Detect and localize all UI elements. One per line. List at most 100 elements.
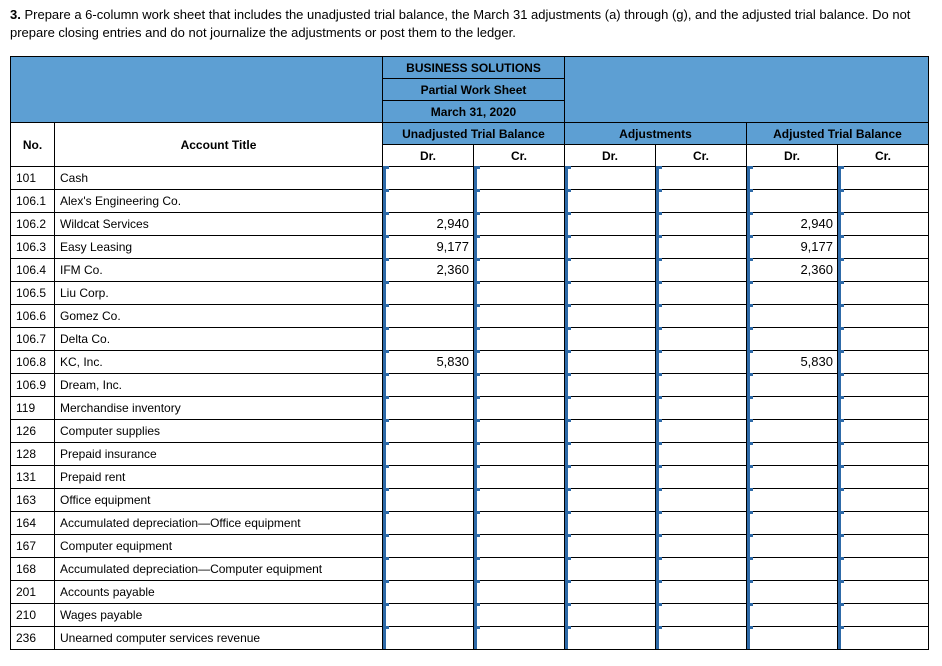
amount-input-utb_dr[interactable] [383, 420, 474, 443]
amount-input-atb_dr[interactable] [747, 282, 838, 305]
amount-input-adj_dr[interactable] [565, 581, 656, 604]
amount-input-utb_cr[interactable] [474, 512, 565, 535]
amount-input-utb_dr[interactable] [383, 443, 474, 466]
amount-input-utb_cr[interactable] [474, 420, 565, 443]
amount-input-atb_cr[interactable] [838, 512, 929, 535]
amount-input-utb_cr[interactable] [474, 581, 565, 604]
amount-input-utb_cr[interactable] [474, 466, 565, 489]
amount-input-adj_dr[interactable] [565, 512, 656, 535]
amount-input-utb_dr[interactable] [383, 282, 474, 305]
amount-input-atb_cr[interactable] [838, 604, 929, 627]
amount-input-adj_dr[interactable] [565, 443, 656, 466]
amount-input-atb_dr[interactable] [747, 604, 838, 627]
amount-input-utb_cr[interactable] [474, 604, 565, 627]
amount-input-atb_dr[interactable]: 2,360 [747, 259, 838, 282]
amount-input-adj_dr[interactable] [565, 259, 656, 282]
amount-input-adj_cr[interactable] [656, 328, 747, 351]
amount-input-utb_dr[interactable] [383, 374, 474, 397]
amount-input-utb_cr[interactable] [474, 558, 565, 581]
amount-input-adj_cr[interactable] [656, 305, 747, 328]
amount-input-utb_cr[interactable] [474, 397, 565, 420]
amount-input-adj_dr[interactable] [565, 282, 656, 305]
amount-input-atb_dr[interactable]: 9,177 [747, 236, 838, 259]
amount-input-utb_dr[interactable] [383, 466, 474, 489]
amount-input-utb_cr[interactable] [474, 236, 565, 259]
amount-input-utb_dr[interactable] [383, 305, 474, 328]
amount-input-adj_dr[interactable] [565, 213, 656, 236]
amount-input-adj_cr[interactable] [656, 604, 747, 627]
amount-input-utb_dr[interactable] [383, 535, 474, 558]
amount-input-adj_cr[interactable] [656, 466, 747, 489]
amount-input-adj_cr[interactable] [656, 282, 747, 305]
amount-input-atb_cr[interactable] [838, 213, 929, 236]
amount-input-utb_cr[interactable] [474, 305, 565, 328]
amount-input-utb_dr[interactable] [383, 512, 474, 535]
amount-input-adj_dr[interactable] [565, 374, 656, 397]
amount-input-adj_dr[interactable] [565, 236, 656, 259]
amount-input-adj_cr[interactable] [656, 512, 747, 535]
amount-input-utb_dr[interactable] [383, 604, 474, 627]
amount-input-adj_cr[interactable] [656, 351, 747, 374]
amount-input-adj_dr[interactable] [565, 466, 656, 489]
amount-input-atb_cr[interactable] [838, 374, 929, 397]
amount-input-adj_dr[interactable] [565, 420, 656, 443]
amount-input-utb_dr[interactable] [383, 190, 474, 213]
amount-input-utb_cr[interactable] [474, 374, 565, 397]
amount-input-utb_dr[interactable] [383, 627, 474, 650]
amount-input-adj_dr[interactable] [565, 627, 656, 650]
amount-input-utb_dr[interactable] [383, 489, 474, 512]
amount-input-utb_cr[interactable] [474, 190, 565, 213]
amount-input-adj_dr[interactable] [565, 489, 656, 512]
amount-input-utb_cr[interactable] [474, 489, 565, 512]
amount-input-atb_cr[interactable] [838, 351, 929, 374]
amount-input-atb_cr[interactable] [838, 397, 929, 420]
amount-input-atb_dr[interactable] [747, 167, 838, 190]
amount-input-adj_dr[interactable] [565, 328, 656, 351]
amount-input-atb_dr[interactable] [747, 535, 838, 558]
amount-input-adj_dr[interactable] [565, 305, 656, 328]
amount-input-adj_cr[interactable] [656, 167, 747, 190]
amount-input-atb_dr[interactable] [747, 558, 838, 581]
amount-input-utb_dr[interactable] [383, 167, 474, 190]
amount-input-atb_cr[interactable] [838, 328, 929, 351]
amount-input-utb_dr[interactable] [383, 581, 474, 604]
amount-input-utb_dr[interactable]: 5,830 [383, 351, 474, 374]
amount-input-adj_dr[interactable] [565, 535, 656, 558]
amount-input-adj_cr[interactable] [656, 581, 747, 604]
amount-input-atb_cr[interactable] [838, 167, 929, 190]
amount-input-adj_dr[interactable] [565, 351, 656, 374]
amount-input-adj_cr[interactable] [656, 627, 747, 650]
amount-input-atb_cr[interactable] [838, 190, 929, 213]
amount-input-adj_cr[interactable] [656, 489, 747, 512]
amount-input-adj_cr[interactable] [656, 374, 747, 397]
amount-input-atb_dr[interactable] [747, 328, 838, 351]
amount-input-adj_cr[interactable] [656, 397, 747, 420]
amount-input-adj_cr[interactable] [656, 420, 747, 443]
amount-input-adj_dr[interactable] [565, 558, 656, 581]
amount-input-utb_dr[interactable]: 2,360 [383, 259, 474, 282]
amount-input-atb_cr[interactable] [838, 420, 929, 443]
amount-input-utb_dr[interactable] [383, 328, 474, 351]
amount-input-utb_dr[interactable] [383, 397, 474, 420]
amount-input-utb_dr[interactable]: 9,177 [383, 236, 474, 259]
amount-input-utb_cr[interactable] [474, 259, 565, 282]
amount-input-utb_cr[interactable] [474, 443, 565, 466]
amount-input-atb_dr[interactable] [747, 466, 838, 489]
amount-input-atb_cr[interactable] [838, 581, 929, 604]
amount-input-atb_dr[interactable]: 2,940 [747, 213, 838, 236]
amount-input-atb_cr[interactable] [838, 282, 929, 305]
amount-input-atb_cr[interactable] [838, 535, 929, 558]
amount-input-adj_cr[interactable] [656, 558, 747, 581]
amount-input-atb_dr[interactable] [747, 374, 838, 397]
amount-input-atb_dr[interactable] [747, 443, 838, 466]
amount-input-atb_dr[interactable] [747, 397, 838, 420]
amount-input-utb_cr[interactable] [474, 351, 565, 374]
amount-input-utb_dr[interactable]: 2,940 [383, 213, 474, 236]
amount-input-atb_cr[interactable] [838, 305, 929, 328]
amount-input-adj_dr[interactable] [565, 190, 656, 213]
amount-input-atb_dr[interactable] [747, 305, 838, 328]
amount-input-utb_cr[interactable] [474, 213, 565, 236]
amount-input-utb_cr[interactable] [474, 328, 565, 351]
amount-input-atb_dr[interactable]: 5,830 [747, 351, 838, 374]
amount-input-atb_dr[interactable] [747, 512, 838, 535]
